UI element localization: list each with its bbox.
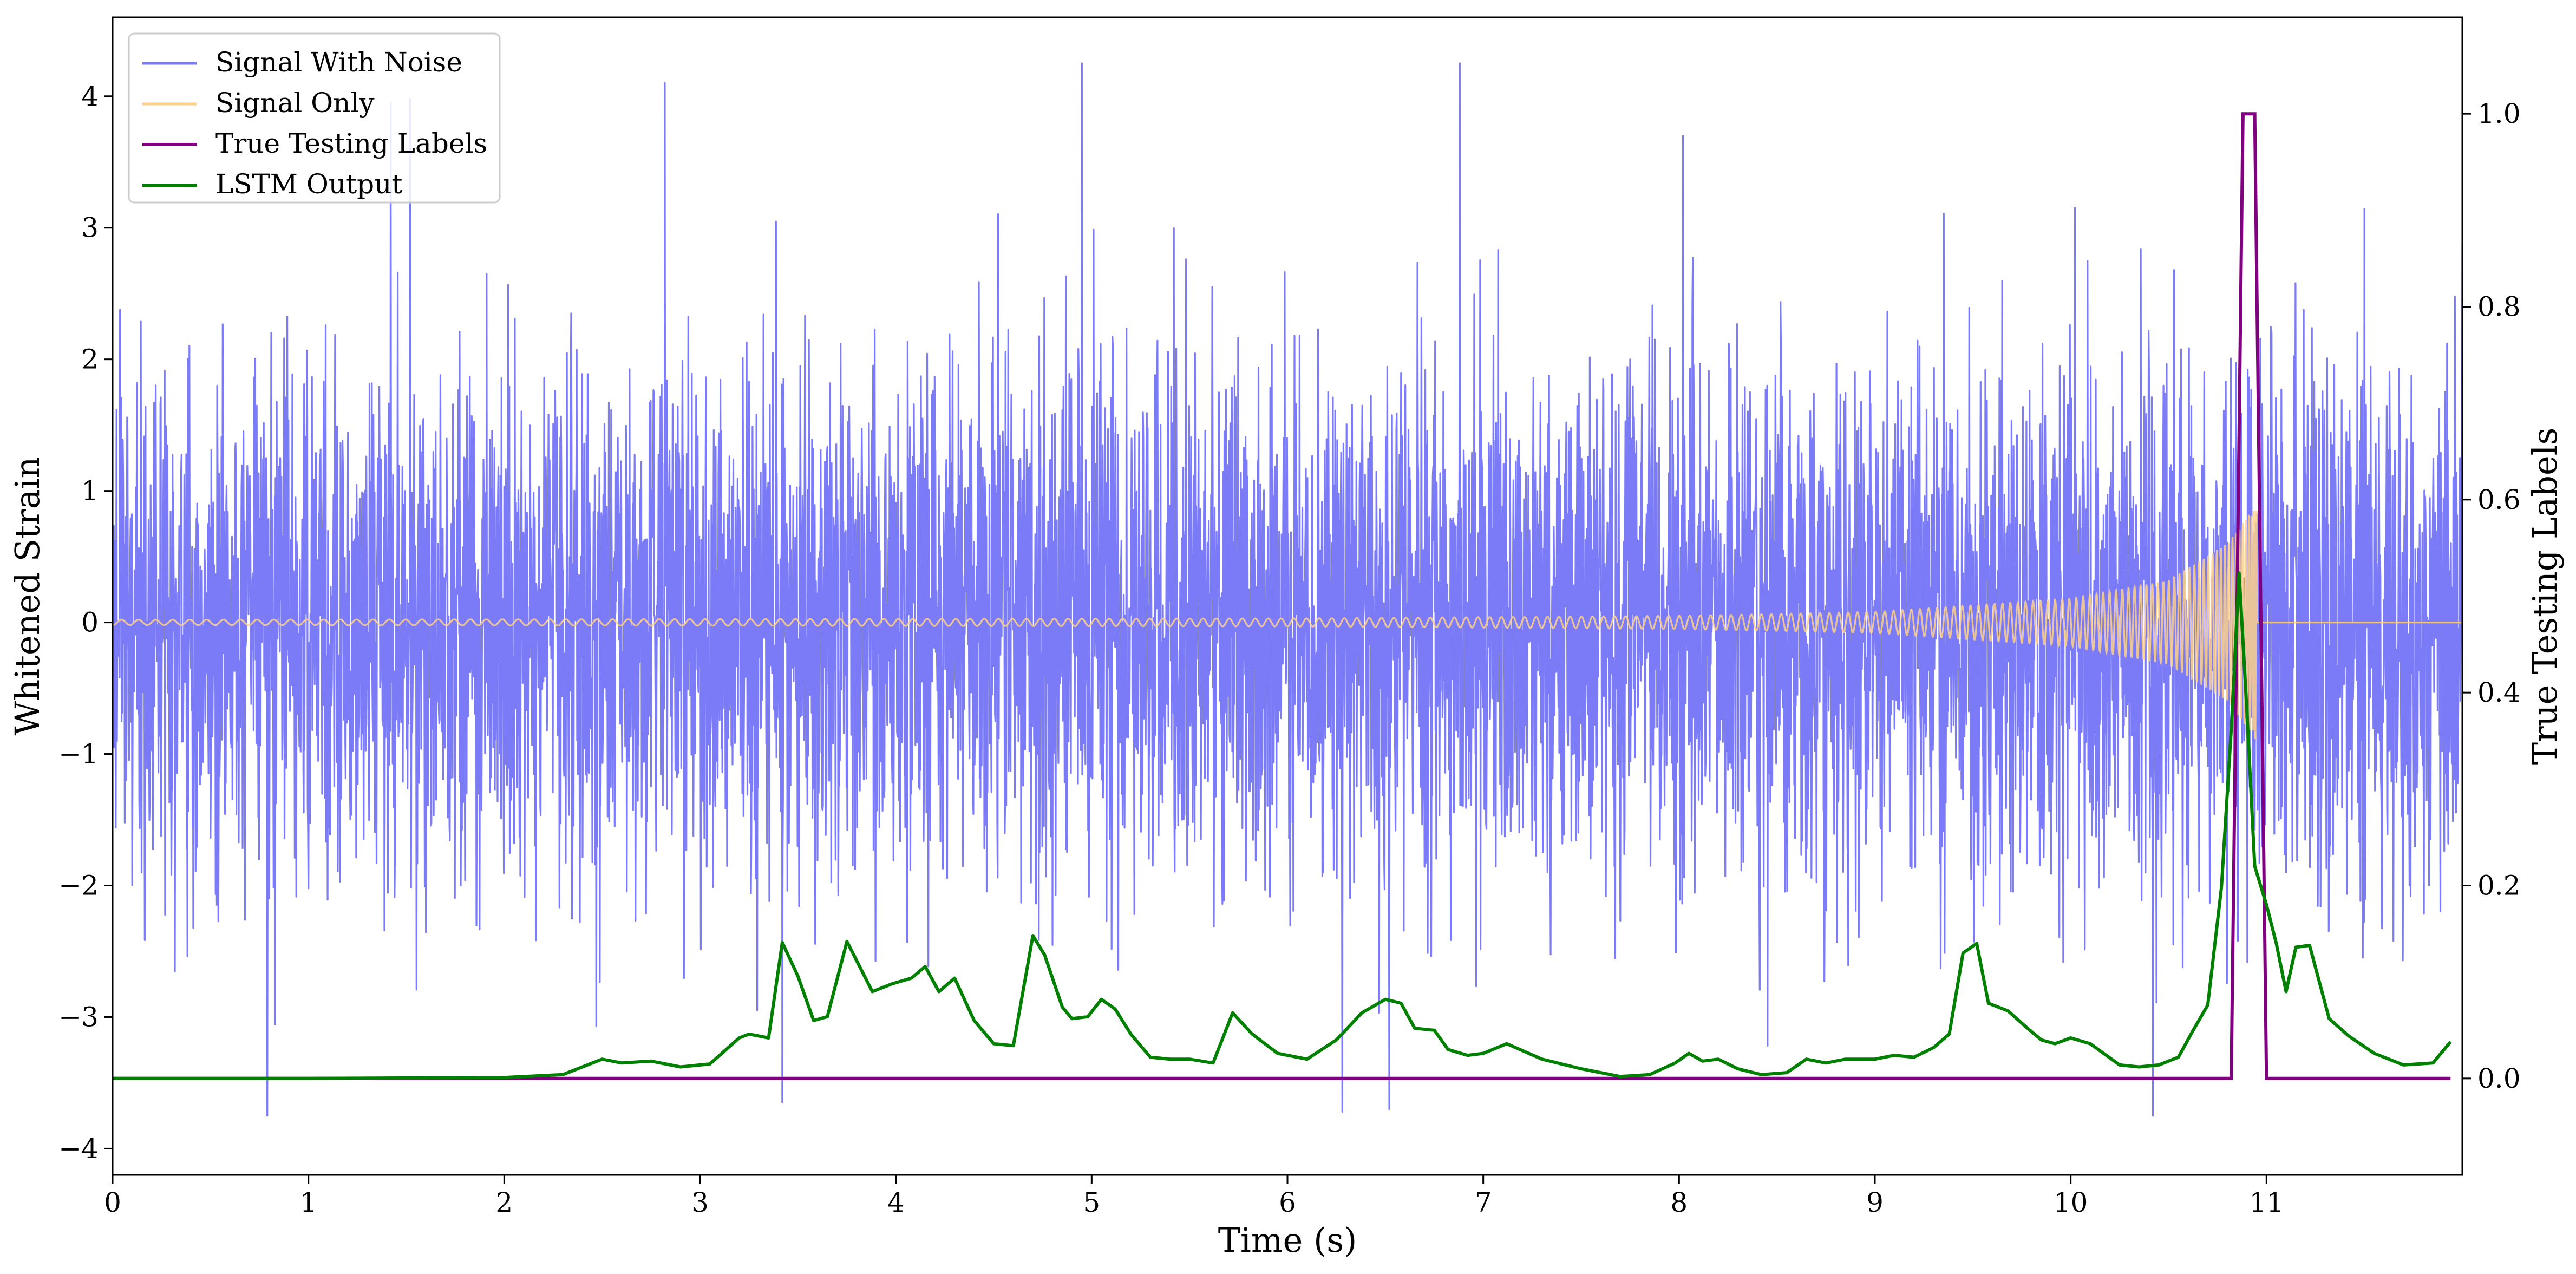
y2-tick-label: 1.0 xyxy=(2477,98,2521,129)
x-tick-label: 7 xyxy=(1475,1187,1492,1218)
y-axis-right: 0.0 0.2 0.4 0.6 0.8 1.0 xyxy=(2462,98,2521,1094)
y2-tick-label: 0.2 xyxy=(2477,870,2521,901)
legend-label: LSTM Output xyxy=(215,168,402,200)
y2-tick-label: 0.0 xyxy=(2477,1063,2521,1094)
series-line-signal-only xyxy=(113,511,2462,739)
y-axis-left: −4 −3 −2 −1 0 1 2 3 4 xyxy=(58,81,113,1164)
y-tick-label: 0 xyxy=(81,607,99,638)
legend: Signal With Noise Signal Only True Testing… xyxy=(128,32,501,204)
y2-tick-label: 0.6 xyxy=(2477,484,2521,515)
legend-label: True Testing Labels xyxy=(215,128,487,159)
x-tick-label: 3 xyxy=(691,1187,709,1218)
y-tick-label: 1 xyxy=(81,475,99,507)
y-tick-label: −3 xyxy=(58,1001,99,1033)
x-tick-label: 5 xyxy=(1083,1187,1100,1218)
x-tick-label: 11 xyxy=(2250,1187,2284,1218)
y-tick-label: 2 xyxy=(81,344,99,375)
legend-item: LSTM Output xyxy=(142,168,402,200)
legend-box xyxy=(128,32,501,204)
x-tick-label: 10 xyxy=(2054,1187,2088,1218)
y-tick-label: 4 xyxy=(81,81,99,112)
legend-item: Signal Only xyxy=(142,87,375,119)
series-line-signal-with-noise xyxy=(113,62,2462,1117)
legend-label: Signal With Noise xyxy=(215,47,462,78)
x-tick-label: 4 xyxy=(887,1187,905,1218)
x-axis-label: Time (s) xyxy=(1218,1220,1357,1260)
x-tick-label: 9 xyxy=(1866,1187,1884,1218)
x-tick-label: 1 xyxy=(300,1187,317,1218)
y-tick-label: −2 xyxy=(58,870,99,901)
y-axis-label: Whitened Strain xyxy=(8,457,47,736)
y2-axis-label: True Testing Labels xyxy=(2525,428,2565,765)
legend-item: True Testing Labels xyxy=(142,128,487,159)
series-line-true-testing-labels xyxy=(113,112,2451,1080)
legend-label: Signal Only xyxy=(215,87,375,119)
y2-tick-label: 0.4 xyxy=(2477,677,2521,708)
x-tick-label: 0 xyxy=(104,1187,121,1218)
x-tick-label: 2 xyxy=(495,1187,513,1218)
x-tick-label: 8 xyxy=(1670,1187,1688,1218)
legend-item: Signal With Noise xyxy=(142,47,462,78)
series-layer xyxy=(113,62,2462,1117)
y2-tick-label: 0.8 xyxy=(2477,291,2521,323)
y-tick-label: −4 xyxy=(58,1133,99,1164)
y-tick-label: −1 xyxy=(58,739,99,770)
x-tick-label: 6 xyxy=(1279,1187,1296,1218)
y-tick-label: 3 xyxy=(81,212,99,244)
x-axis: 0 1 2 3 4 5 6 7 8 9 10 11 xyxy=(104,1175,2284,1218)
series-line-lstm-output xyxy=(113,571,2452,1080)
